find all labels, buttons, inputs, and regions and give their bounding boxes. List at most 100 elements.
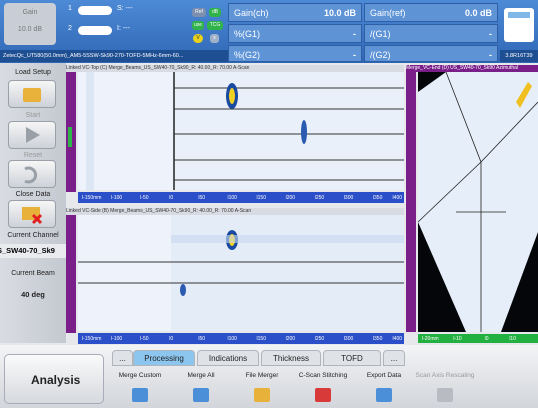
- axis-label: l200: [286, 195, 296, 201]
- start-button[interactable]: [8, 121, 56, 149]
- analysis-button[interactable]: Analysis: [4, 354, 104, 404]
- badge: x: [210, 34, 219, 43]
- end-view: l-20mm l-10 l0 l10: [406, 72, 538, 345]
- view-title: Linked VC-Top (C) Merge_Beams_US_SW40-70…: [66, 65, 404, 72]
- reset-button[interactable]: [8, 160, 56, 188]
- close-data-button[interactable]: [8, 200, 56, 228]
- axis-label: l0: [169, 195, 173, 201]
- file-name: ZetecQc_UT580(50.0mm)_AM5-5SSW-Sk90-270-…: [0, 50, 231, 62]
- tab[interactable]: ...: [112, 350, 133, 366]
- button-label: Load Setup: [0, 69, 66, 76]
- tool-label[interactable]: Export Data: [354, 372, 414, 379]
- tab[interactable]: Indications: [197, 350, 259, 366]
- axis-label: l50: [198, 336, 205, 342]
- version: 3.8R16T39: [500, 50, 538, 62]
- load-setup-button[interactable]: [8, 80, 56, 108]
- axis-label: l350: [373, 195, 383, 201]
- axis-label: l10: [509, 336, 516, 342]
- readout-cell: /(G1) -: [364, 24, 498, 43]
- axis-label: l150: [257, 336, 267, 342]
- button-label: Start: [0, 112, 66, 119]
- view-title: Merge_VC-End (D) US_SW40-70_Sk90 Azimuth…: [406, 65, 538, 72]
- axis-label: l250: [315, 195, 325, 201]
- tool-label[interactable]: File Merger: [232, 372, 292, 379]
- readout-value: 0.0 dB: [465, 4, 492, 23]
- axis-label: l400: [393, 336, 403, 342]
- tool-icon: [376, 388, 392, 402]
- play-icon: [9, 122, 55, 148]
- button-label: Close Data: [0, 191, 66, 198]
- slider[interactable]: [78, 6, 112, 15]
- axis-label: l300: [344, 195, 354, 201]
- gain-value: 10.0 dB: [4, 26, 56, 33]
- badge: TCG: [207, 21, 223, 30]
- readout-cell: Gain(ref) 0.0 dB: [364, 3, 498, 22]
- readout-label: Gain(ref): [370, 4, 406, 23]
- axis-label: l200: [286, 336, 296, 342]
- tab[interactable]: ...: [383, 350, 405, 366]
- axis-label: l-10: [453, 336, 462, 342]
- b-scan-view: l-150mm l-100 l-50 l0 l50 l100 l150 l200 l250 l30…: [66, 215, 404, 345]
- axis-label: l-50: [140, 336, 149, 342]
- close-icon: [9, 201, 55, 227]
- tool-label[interactable]: Merge All: [171, 372, 231, 379]
- gain-label: Gain: [4, 9, 56, 16]
- axis-label: l350: [373, 336, 383, 342]
- readout-value: -: [353, 25, 356, 44]
- readout-label: /(G1): [370, 25, 391, 44]
- tool-icon: [132, 388, 148, 402]
- readout-label: Gain(ch): [234, 4, 269, 23]
- channel-field: S: ---: [117, 5, 133, 12]
- axis-label: l-150mm: [82, 336, 101, 342]
- badge: V: [193, 34, 203, 43]
- readout-value: -: [353, 46, 356, 65]
- tool-label[interactable]: Merge Custom: [110, 372, 170, 379]
- tab[interactable]: Thickness: [261, 350, 321, 366]
- axis-label: l-150mm: [82, 195, 101, 201]
- readout-value: -: [489, 25, 492, 44]
- axis-label: l300: [344, 336, 354, 342]
- view-title: Linked VC-Side (B) Merge_Beams_US_SW40-7…: [66, 208, 404, 215]
- tool-label: Scan Axis Rescaling: [415, 372, 475, 379]
- reset-icon: [9, 161, 55, 187]
- readout-cell: /(G2) -: [364, 45, 498, 62]
- tool-icon: [315, 388, 331, 402]
- axis-label: l100: [227, 336, 237, 342]
- app-window: Gain 10.0 dB 1 S: --- 2 I: --- Ref dB us…: [0, 0, 538, 408]
- axis-label: l400: [393, 195, 403, 201]
- tool-icon: [193, 388, 209, 402]
- axis-label: l250: [315, 336, 325, 342]
- badge: use: [192, 21, 204, 30]
- readout-cell: Gain(ch) 10.0 dB: [228, 3, 362, 22]
- readout-label: %(G2): [234, 46, 260, 65]
- axis-label: l-100: [111, 195, 122, 201]
- badge: Ref: [192, 8, 206, 17]
- axis-label: l0: [169, 336, 173, 342]
- readout-value: -: [489, 46, 492, 65]
- tab[interactable]: Processing: [133, 350, 195, 366]
- channel-number: 1: [68, 5, 72, 12]
- tool-label[interactable]: C-Scan Stitching: [293, 372, 353, 379]
- label: Current Beam: [0, 270, 66, 277]
- mode-label: Analysis: [31, 373, 80, 387]
- button-label: Reset: [0, 152, 66, 159]
- channel-number: 2: [68, 25, 72, 32]
- channel-field: I: ---: [117, 25, 130, 32]
- current-channel: S_SW40-70_Sk9: [0, 244, 66, 258]
- axis-label: l0: [485, 336, 489, 342]
- tab[interactable]: TOFD: [323, 350, 381, 366]
- slider[interactable]: [78, 26, 112, 35]
- readout-value: 10.0 dB: [324, 4, 356, 23]
- readout-cell: %(G2) -: [228, 45, 362, 62]
- readout-cell: %(G1) -: [228, 24, 362, 43]
- axis-label: l-20mm: [422, 336, 439, 342]
- readout-label: %(G1): [234, 25, 260, 44]
- axis-label: l50: [198, 195, 205, 201]
- readout-label: /(G2): [370, 46, 391, 65]
- axis-label: l-50: [140, 195, 149, 201]
- gain-button[interactable]: Gain 10.0 dB: [4, 3, 56, 45]
- axis-label: l-100: [111, 336, 122, 342]
- window-icon[interactable]: [504, 8, 534, 42]
- axis-label: l100: [227, 195, 237, 201]
